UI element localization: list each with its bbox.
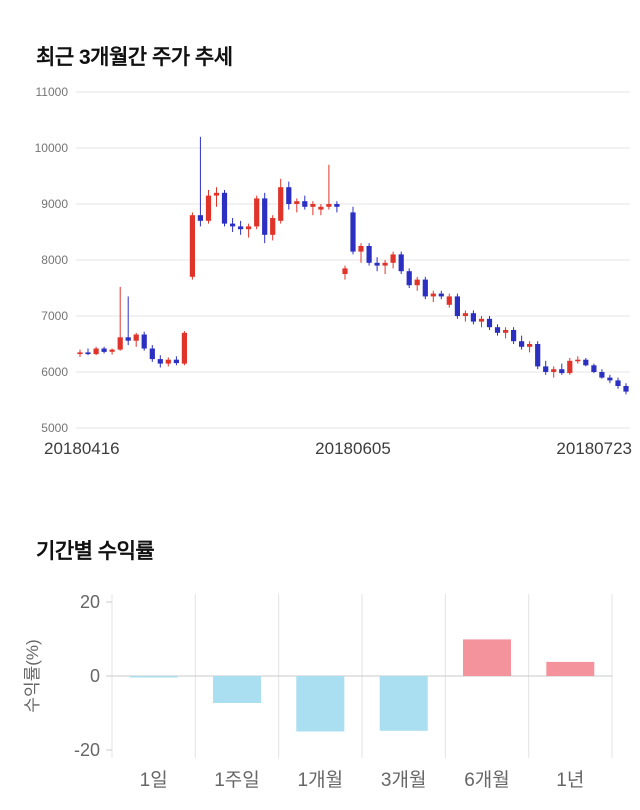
returns-chart-title: 기간별 수익률 — [36, 540, 155, 564]
svg-text:10000: 10000 — [35, 141, 69, 155]
svg-text:8000: 8000 — [41, 253, 68, 267]
svg-text:-20: -20 — [74, 740, 100, 760]
svg-text:5000: 5000 — [41, 421, 68, 435]
returns-category-labels: 1일 1주일 1개월 3개월 6개월 1년 — [140, 769, 585, 791]
price-xaxis-labels: 20180416 20180605 20180723 — [44, 439, 632, 458]
returns-grid — [111, 594, 613, 758]
svg-text:수익률(%): 수익률(%) — [23, 639, 42, 712]
returns-bars — [129, 639, 595, 732]
svg-text:6000: 6000 — [41, 365, 68, 379]
svg-text:11000: 11000 — [36, 85, 69, 99]
returns-yaxis: 20 0 -20 수익률(%) — [23, 592, 112, 760]
candles — [77, 136, 629, 395]
svg-text:1년: 1년 — [556, 769, 584, 791]
period-returns-bar-chart: 20 0 -20 수익률(%) 1일 1주일 1개월 3개월 6개월 1년 — [0, 572, 640, 810]
svg-text:1주일: 1주일 — [214, 769, 260, 791]
svg-text:20180605: 20180605 — [315, 439, 391, 458]
svg-text:3개월: 3개월 — [381, 769, 427, 791]
svg-text:0: 0 — [90, 666, 100, 686]
svg-text:6개월: 6개월 — [464, 769, 510, 791]
svg-text:20180723: 20180723 — [556, 439, 632, 458]
svg-text:7000: 7000 — [41, 309, 68, 323]
returns-chart-canvas: 20 0 -20 수익률(%) 1일 1주일 1개월 3개월 6개월 1년 — [23, 592, 613, 791]
svg-text:9000: 9000 — [41, 197, 68, 211]
price-candlestick-chart: 5000 6000 7000 8000 9000 10000 11000 20180416 20… — [0, 80, 640, 465]
price-chart-title: 최근 3개월간 주가 추세 — [36, 46, 233, 70]
svg-text:1일: 1일 — [140, 769, 168, 791]
svg-text:1개월: 1개월 — [298, 769, 344, 791]
price-grid-and-yaxis: 5000 6000 7000 8000 9000 10000 11000 — [35, 85, 630, 435]
svg-text:20180416: 20180416 — [44, 439, 120, 458]
svg-text:20: 20 — [80, 592, 100, 612]
